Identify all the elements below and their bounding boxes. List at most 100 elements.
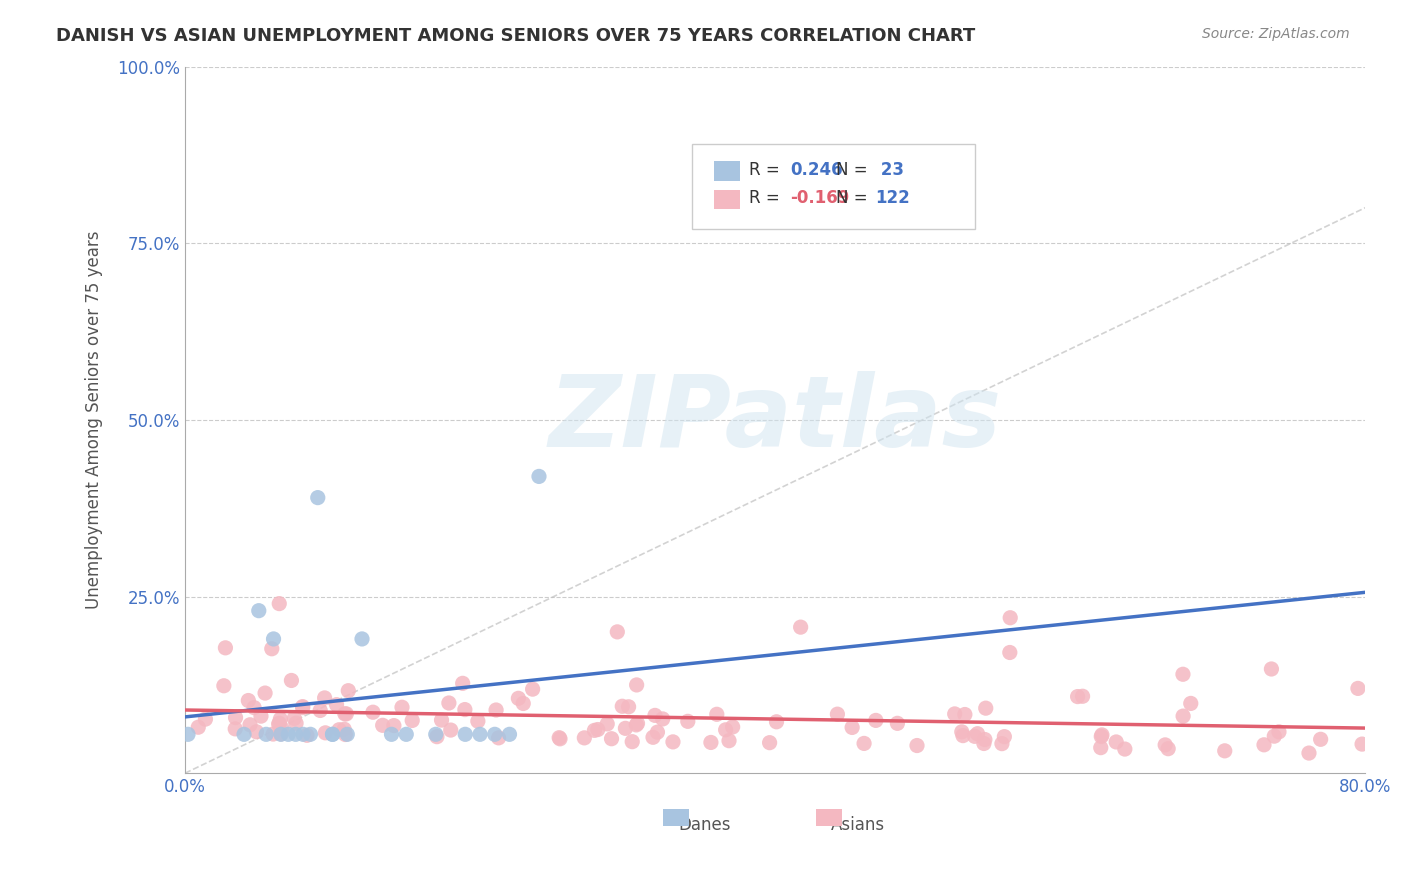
Point (600, 731, 623, 746)
Point (974, 701, 997, 715)
Point (243, 700, 266, 714)
Point (454, 702, 477, 716)
Point (262, 727, 284, 741)
Point (1268, 724, 1291, 739)
Point (1171, 667, 1194, 681)
Point (328, 723, 350, 737)
Point (626, 716, 648, 731)
Point (963, 729, 986, 743)
Point (662, 735, 685, 749)
Point (1180, 697, 1202, 711)
Point (247, 604, 270, 618)
Point (430, 713, 453, 727)
Point (437, 696, 460, 710)
Text: 122: 122 (875, 189, 910, 207)
Point (714, 723, 737, 737)
Text: N =: N = (837, 161, 873, 178)
Point (335, 727, 357, 741)
Point (333, 706, 356, 721)
Text: -0.169: -0.169 (790, 189, 849, 207)
Point (299, 727, 322, 741)
Point (291, 700, 314, 714)
Point (1114, 742, 1136, 756)
Point (1157, 741, 1180, 756)
Text: 23: 23 (875, 161, 904, 178)
Point (953, 707, 976, 722)
Point (395, 727, 418, 741)
Point (1171, 709, 1194, 723)
Point (853, 736, 876, 750)
Text: Danes: Danes (678, 815, 730, 834)
Text: R =: R = (749, 161, 785, 178)
Point (285, 716, 308, 731)
Point (1263, 729, 1285, 743)
Point (789, 620, 811, 634)
Point (333, 723, 356, 737)
Point (993, 730, 1015, 744)
Point (1090, 740, 1112, 755)
Point (371, 718, 394, 732)
Point (827, 707, 849, 722)
Point (765, 714, 787, 729)
Text: 0.246: 0.246 (790, 161, 842, 178)
Point (214, 640, 236, 655)
Point (1090, 730, 1112, 744)
Point (263, 632, 285, 646)
Point (991, 737, 1014, 751)
Point (468, 727, 491, 741)
FancyBboxPatch shape (692, 145, 976, 229)
Point (676, 714, 699, 729)
Point (943, 706, 966, 721)
Point (621, 734, 644, 748)
Point (1347, 681, 1369, 696)
Point (238, 693, 260, 707)
Point (508, 691, 530, 706)
Point (1213, 744, 1236, 758)
Point (574, 731, 596, 745)
Point (425, 727, 447, 741)
Point (194, 712, 217, 726)
Point (350, 632, 373, 646)
Point (187, 720, 209, 734)
Point (612, 699, 634, 714)
Point (336, 727, 359, 741)
Point (1071, 690, 1094, 704)
Point (382, 718, 405, 732)
Point (488, 731, 510, 745)
Point (337, 683, 360, 698)
Point (905, 739, 928, 753)
Point (1351, 737, 1374, 751)
FancyBboxPatch shape (714, 189, 740, 210)
Point (1000, 611, 1022, 625)
Point (212, 679, 235, 693)
Point (277, 727, 299, 741)
Point (1154, 738, 1177, 752)
Point (307, 491, 329, 505)
Point (512, 697, 534, 711)
Point (865, 714, 887, 728)
Point (596, 717, 619, 731)
Point (886, 716, 908, 731)
Point (1105, 735, 1128, 749)
Point (841, 721, 863, 735)
Point (440, 723, 463, 737)
Text: Source: ZipAtlas.com: Source: ZipAtlas.com (1202, 27, 1350, 41)
Point (284, 727, 307, 741)
Point (614, 722, 637, 736)
Point (314, 690, 336, 705)
Point (498, 727, 520, 741)
Point (225, 710, 247, 724)
Point (626, 678, 648, 692)
Text: N =: N = (837, 189, 873, 207)
Point (314, 726, 336, 740)
Point (292, 727, 315, 741)
Point (291, 699, 314, 714)
Point (426, 730, 449, 744)
Point (270, 727, 292, 741)
Text: Asians: Asians (831, 815, 884, 834)
Text: ZIPatlas: ZIPatlas (548, 371, 1001, 468)
Point (527, 469, 550, 483)
Point (718, 733, 741, 747)
Point (269, 597, 291, 611)
Point (721, 720, 744, 734)
